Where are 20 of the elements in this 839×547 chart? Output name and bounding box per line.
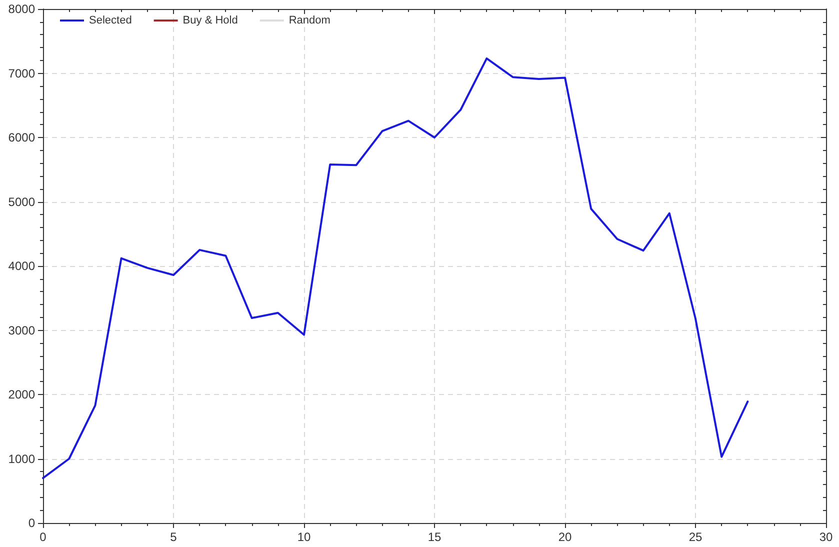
y-tick-label: 5000 bbox=[8, 194, 36, 209]
y-tick-label: 4000 bbox=[8, 259, 36, 273]
legend-label: Random bbox=[288, 14, 330, 26]
x-tick-label: 30 bbox=[819, 530, 833, 544]
y-tick-label: 3000 bbox=[8, 323, 36, 338]
line-series bbox=[42, 57, 749, 480]
legend-label: Buy & Hold bbox=[182, 14, 238, 26]
y-tick-label: 0 bbox=[28, 516, 36, 530]
x-tick-label: 0 bbox=[40, 530, 47, 544]
y-tick-label: 8000 bbox=[8, 2, 36, 16]
y-tick-label: 2000 bbox=[8, 388, 36, 402]
y-tick-label: 7000 bbox=[8, 66, 36, 80]
x-tick-label: 5 bbox=[170, 530, 178, 544]
x-tick-label: 20 bbox=[558, 530, 572, 544]
x-tick-label: 25 bbox=[688, 530, 702, 544]
x-tick-label: 15 bbox=[428, 530, 442, 544]
y-tick-label: 1000 bbox=[8, 452, 36, 466]
legend-label: Selected bbox=[89, 14, 132, 26]
x-tick-label: 10 bbox=[297, 530, 311, 544]
y-tick-label: 6000 bbox=[8, 130, 36, 144]
